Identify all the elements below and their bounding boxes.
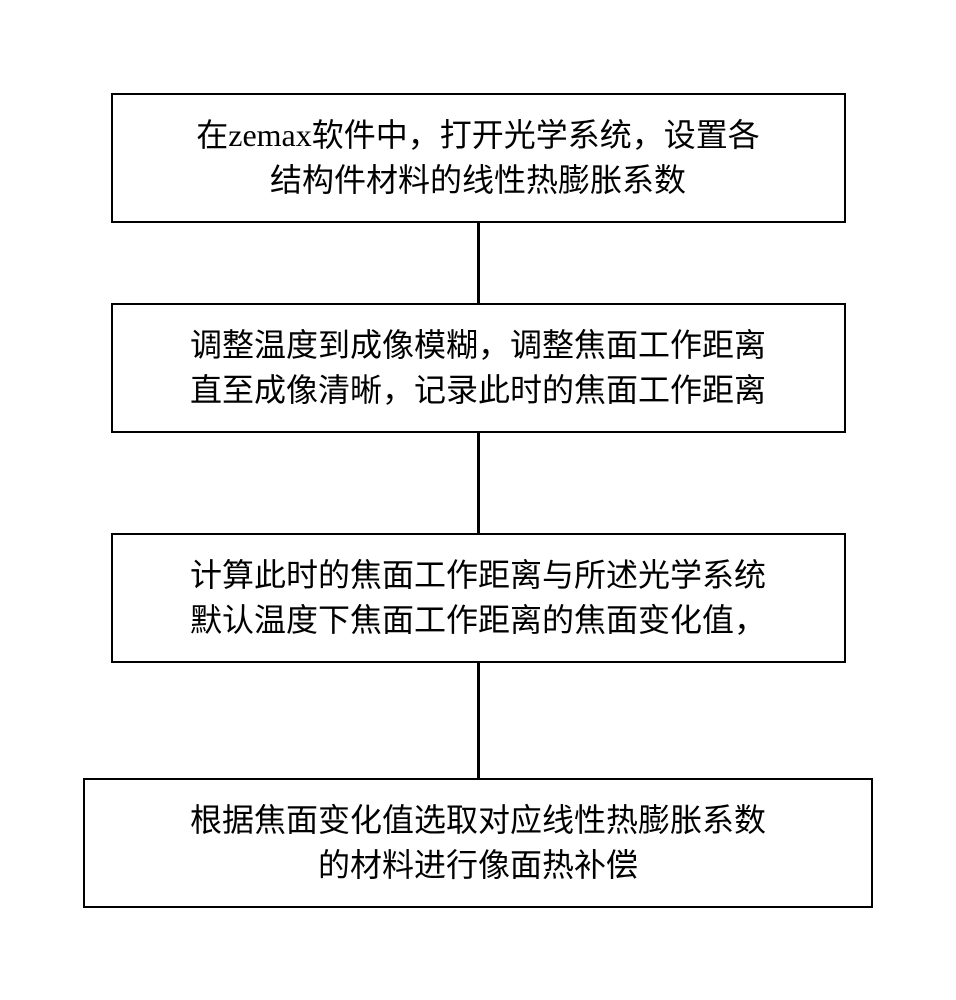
- flowchart-connector-1: [477, 223, 480, 303]
- flowchart-container: 在zemax软件中，打开光学系统，设置各 结构件材料的线性热膨胀系数调整温度到成…: [0, 93, 956, 908]
- flowchart-step-3: 计算此时的焦面工作距离与所述光学系统 默认温度下焦面工作距离的焦面变化值，: [111, 533, 846, 663]
- flowchart-connector-3: [477, 663, 480, 778]
- flowchart-connector-2: [477, 433, 480, 533]
- flowchart-step-2: 调整温度到成像模糊，调整焦面工作距离 直至成像清晰，记录此时的焦面工作距离: [111, 303, 846, 433]
- flowchart-step-1: 在zemax软件中，打开光学系统，设置各 结构件材料的线性热膨胀系数: [111, 93, 846, 223]
- flowchart-step-2-text: 调整温度到成像模糊，调整焦面工作距离 直至成像清晰，记录此时的焦面工作距离: [190, 323, 766, 413]
- flowchart-step-1-text: 在zemax软件中，打开光学系统，设置各 结构件材料的线性热膨胀系数: [196, 113, 760, 203]
- flowchart-step-4-text: 根据焦面变化值选取对应线性热膨胀系数 的材料进行像面热补偿: [190, 798, 766, 888]
- flowchart-step-4: 根据焦面变化值选取对应线性热膨胀系数 的材料进行像面热补偿: [83, 778, 873, 908]
- flowchart-step-3-text: 计算此时的焦面工作距离与所述光学系统 默认温度下焦面工作距离的焦面变化值，: [190, 553, 766, 643]
